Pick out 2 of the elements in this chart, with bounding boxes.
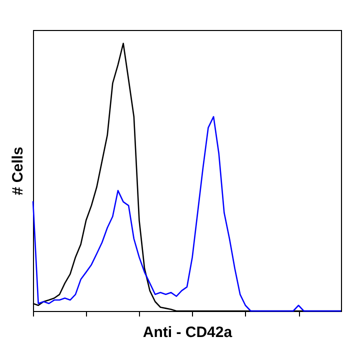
y-axis-title: # Cells	[10, 146, 26, 196]
x-axis-title: Anti - CD42a	[142, 324, 233, 341]
